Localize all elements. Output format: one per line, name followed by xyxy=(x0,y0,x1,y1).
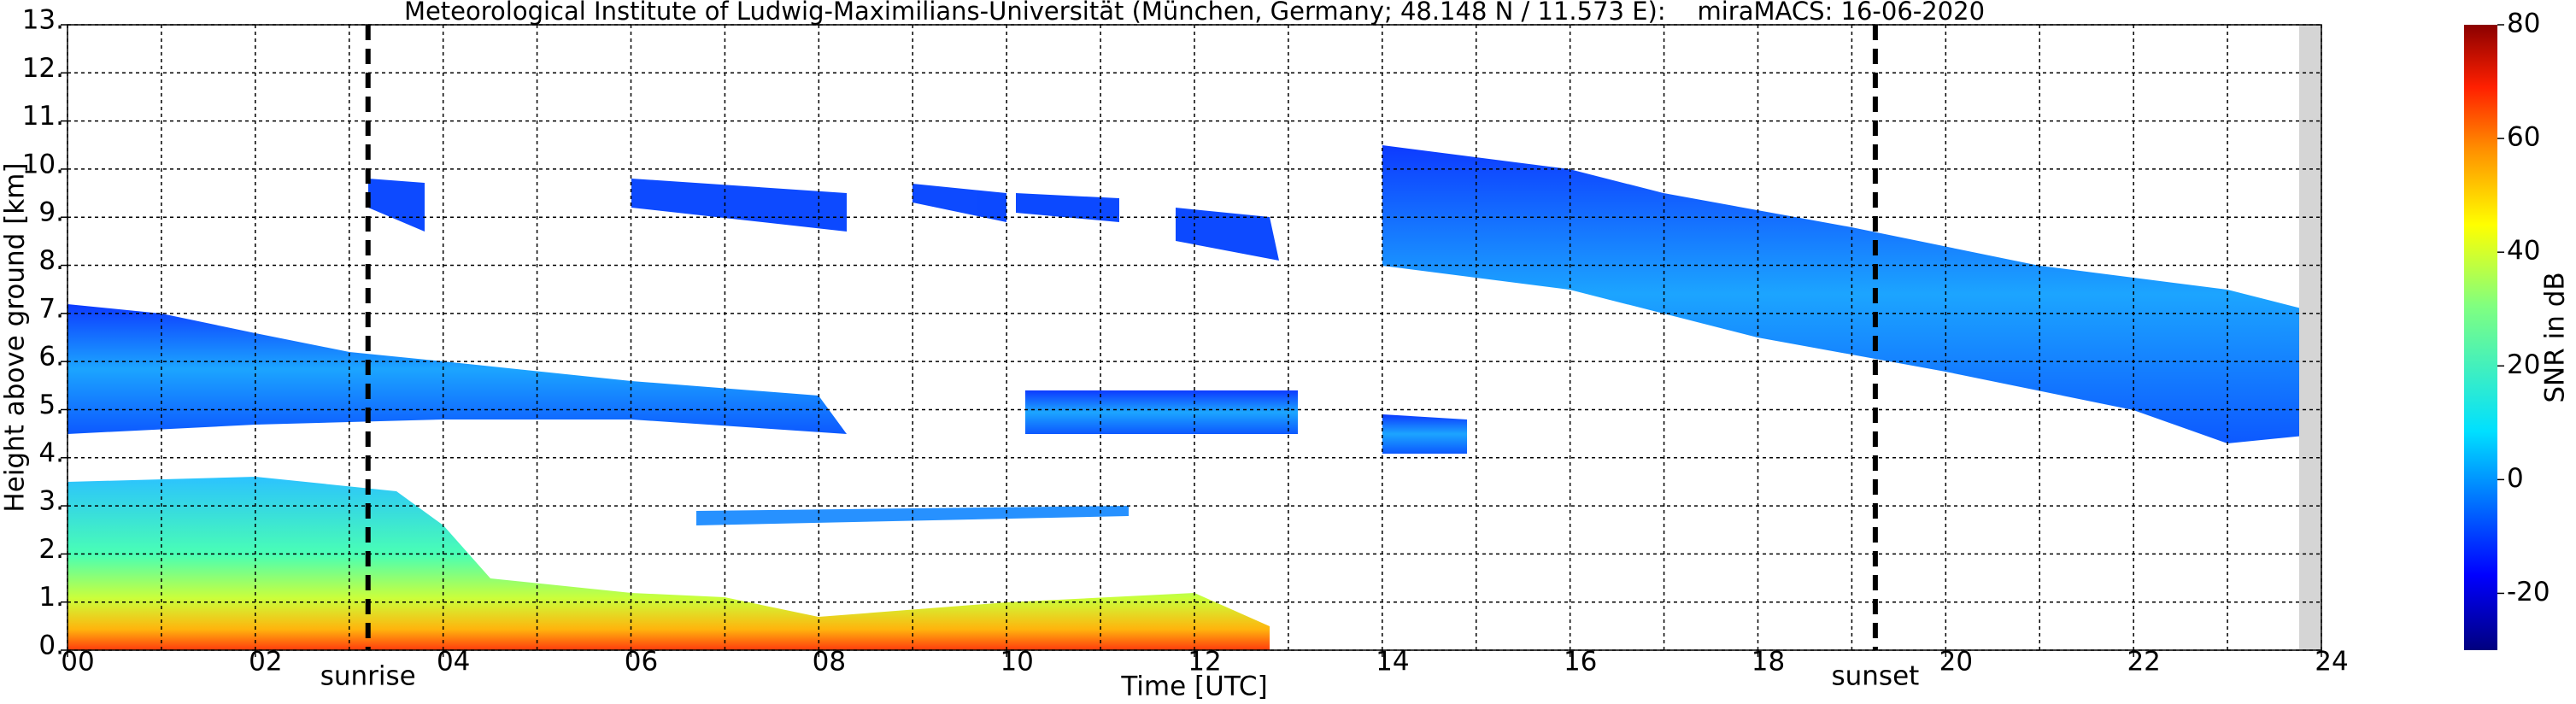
y-tick-label: 1. xyxy=(38,582,64,613)
colorbar xyxy=(2464,25,2497,650)
colorbar-tick-label: 0 xyxy=(2507,463,2524,494)
cloud-layer xyxy=(67,304,847,434)
x-tick-label: 06 xyxy=(625,647,658,678)
chart-title: Meteorological Institute of Ludwig-Maxim… xyxy=(404,0,1985,26)
x-tick-label: 18 xyxy=(1752,647,1785,678)
radar-echo xyxy=(67,25,2321,650)
y-tick-label: 3. xyxy=(38,486,64,517)
colorbar-tick-label: -20 xyxy=(2507,577,2550,607)
y-tick-label: 5. xyxy=(38,390,64,420)
x-tick-label: 22 xyxy=(2127,647,2160,678)
x-tick-label: 04 xyxy=(437,647,470,678)
y-tick-label: 11. xyxy=(22,101,64,132)
annotation-label: sunset xyxy=(1831,661,1919,692)
x-tick-label: 08 xyxy=(813,647,846,678)
x-tick-label: 24 xyxy=(2315,647,2348,678)
x-tick-label: 12 xyxy=(1188,647,1221,678)
colorbar-tick-label: 40 xyxy=(2507,236,2540,267)
colorbar-tick-label: 60 xyxy=(2507,122,2540,153)
y-tick-label: 8. xyxy=(38,245,64,276)
x-tick-label: 16 xyxy=(1564,647,1597,678)
cloud-layer xyxy=(67,477,1270,650)
x-tick-label: 10 xyxy=(1000,647,1033,678)
x-tick-label: 14 xyxy=(1376,647,1409,678)
y-tick-label: 2. xyxy=(38,534,64,565)
y-tick-label: 12. xyxy=(22,53,64,84)
colorbar-tick-label: 20 xyxy=(2507,349,2540,380)
cloud-layer xyxy=(1025,390,1298,434)
x-axis-label: Time [UTC] xyxy=(1120,672,1267,702)
annotation-label: sunrise xyxy=(320,661,416,692)
y-tick-label: 6. xyxy=(38,342,64,373)
y-tick-label: 0. xyxy=(38,631,64,661)
x-tick-label: 02 xyxy=(249,647,282,678)
cloud-layer xyxy=(696,506,1129,525)
y-tick-label: 4. xyxy=(38,437,64,468)
cloud-layer xyxy=(631,179,847,232)
no-data xyxy=(2299,25,2321,650)
cloud-layer xyxy=(912,184,1006,222)
x-tick-label: 20 xyxy=(1939,647,1973,678)
y-tick-label: 9. xyxy=(38,197,64,228)
y-tick-label: 13. xyxy=(22,5,64,36)
colorbar-tick-label: 80 xyxy=(2507,9,2540,39)
cloud-layer xyxy=(368,179,425,232)
colorbar-label: SNR in dB xyxy=(2540,272,2571,402)
cloud-layer xyxy=(1016,193,1119,222)
y-axis-label: Height above ground [km] xyxy=(0,162,31,512)
y-tick-label: 7. xyxy=(38,293,64,324)
cloud-layer xyxy=(1176,208,1279,261)
cloud-layer xyxy=(1382,414,1467,454)
y-tick-label: 10. xyxy=(22,149,64,179)
x-tick-label: 00 xyxy=(61,647,94,678)
